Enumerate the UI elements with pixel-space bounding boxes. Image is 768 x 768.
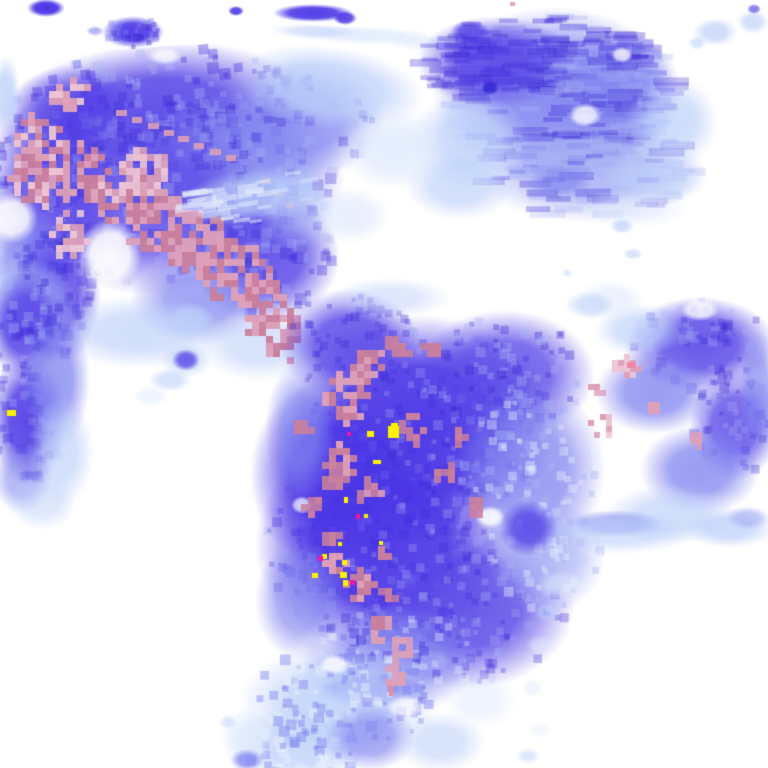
precipitation-map-view: [0, 0, 768, 768]
precipitation-raster-canvas: [0, 0, 768, 768]
